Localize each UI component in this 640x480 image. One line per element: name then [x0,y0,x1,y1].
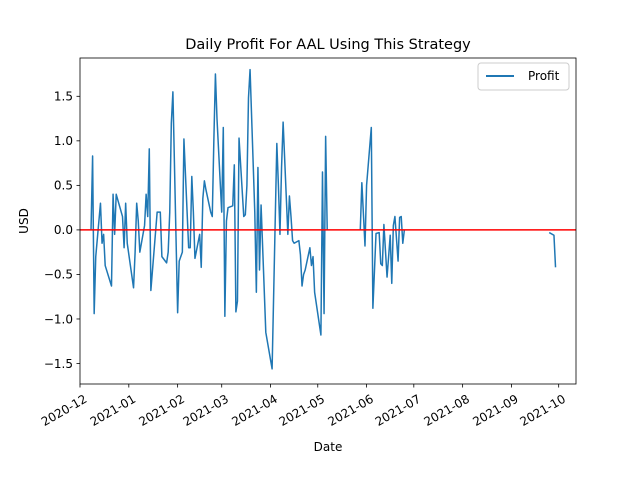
profit-line-segment-2 [359,126,406,310]
y-tick-label-2: −0.5 [44,268,73,282]
legend-label-profit: Profit [528,69,560,83]
plot-frame [79,57,577,385]
y-axis: −1.5 −1.0 −0.5 0.0 0.5 1.0 1.5 [44,90,80,371]
y-tick-label-1: −1.0 [44,312,73,326]
x-axis-label: Date [314,440,343,454]
chart-title: Daily Profit For AAL Using This Strategy [185,37,471,53]
y-tick-label-4: 0.5 [54,179,73,193]
y-tick-label-0: −1.5 [44,357,73,371]
y-tick-label-3: 0.0 [54,223,73,237]
series-layer [90,68,557,370]
profit-line-segment-1 [90,68,328,370]
legend-box [477,62,570,91]
y-axis-label: USD [17,208,31,234]
y-tick-label-6: 1.5 [54,90,73,104]
profit-line-segment-3 [548,231,557,268]
plot-area [79,57,577,385]
y-tick-label-5: 1.0 [54,134,73,148]
legend: Profit [477,62,570,91]
plot-background [80,58,576,384]
